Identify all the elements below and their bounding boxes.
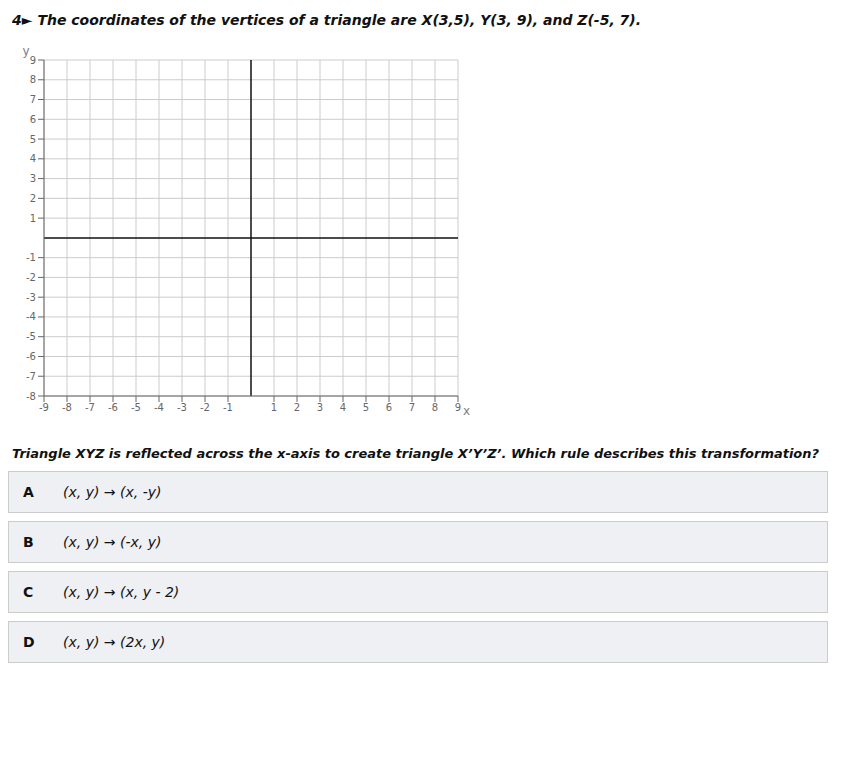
- svg-text:8: 8: [30, 74, 36, 85]
- svg-text:4: 4: [340, 402, 346, 413]
- svg-text:-6: -6: [26, 351, 36, 362]
- svg-text:4: 4: [30, 153, 36, 164]
- svg-text:2: 2: [294, 402, 300, 413]
- svg-text:9: 9: [30, 55, 36, 66]
- svg-text:2: 2: [30, 193, 36, 204]
- svg-text:1: 1: [271, 402, 277, 413]
- svg-text:1: 1: [30, 213, 36, 224]
- html-text:4► The coordinates of the vert: 4► The coordinates of the vertices of a …: [12, 12, 641, 28]
- svg-text:5: 5: [363, 402, 369, 413]
- svg-text:7: 7: [30, 94, 36, 105]
- html-text:C: C: [23, 584, 34, 600]
- html-text:D: D: [23, 634, 35, 650]
- html-text:Triangle XYZ is reflected acro: Triangle XYZ is reflected across the x-a…: [12, 446, 820, 461]
- svg-text:3: 3: [317, 402, 323, 413]
- svg-text:-2: -2: [200, 402, 210, 413]
- svg-text:-4: -4: [154, 402, 164, 413]
- html-text:(x, y) → (-x, y): (x, y) → (-x, y): [63, 534, 162, 550]
- svg-text:8: 8: [432, 402, 438, 413]
- html-text:(x, y) → (2x, y): (x, y) → (2x, y): [63, 634, 166, 650]
- svg-text:7: 7: [409, 402, 415, 413]
- svg-text:-6: -6: [108, 402, 118, 413]
- svg-text:-5: -5: [131, 402, 141, 413]
- html-text:(x, y) → (x, y - 2): (x, y) → (x, y - 2): [63, 584, 180, 600]
- svg-text:-3: -3: [26, 292, 36, 303]
- svg-text:-8: -8: [62, 402, 72, 413]
- svg-text:-1: -1: [26, 252, 36, 263]
- html-text:(x, y) → (x, -y): (x, y) → (x, -y): [63, 484, 162, 500]
- svg-text:-4: -4: [26, 311, 36, 322]
- svg-text:-1: -1: [223, 402, 233, 413]
- svg-text:9: 9: [455, 402, 461, 413]
- svg-text:-8: -8: [26, 391, 36, 402]
- svg-text:-3: -3: [177, 402, 187, 413]
- svg-text:-5: -5: [26, 331, 36, 342]
- svg-text:-7: -7: [26, 371, 36, 382]
- svg-text:-2: -2: [26, 272, 36, 283]
- svg-text:6: 6: [386, 402, 392, 413]
- html-text:B: B: [23, 534, 34, 550]
- svg-text:-9: -9: [39, 402, 49, 413]
- svg-text:-7: -7: [85, 402, 95, 413]
- svg-text:y: y: [22, 44, 29, 58]
- svg-text:6: 6: [30, 114, 36, 125]
- svg-text:3: 3: [30, 173, 36, 184]
- html-text:A: A: [23, 484, 34, 500]
- svg-text:5: 5: [30, 134, 36, 145]
- svg-text:x: x: [463, 404, 470, 418]
